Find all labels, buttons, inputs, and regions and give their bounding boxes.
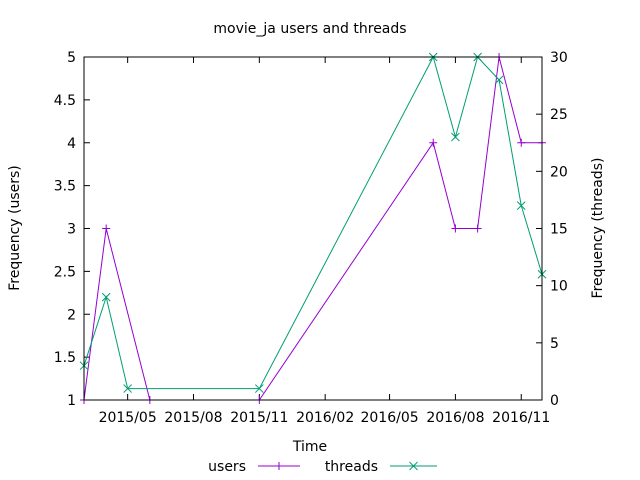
chart-title: movie_ja users and threads: [213, 21, 406, 37]
point-threads: [451, 132, 460, 142]
legend-marker-users: [275, 462, 283, 470]
y-right-tick-label: 30: [550, 50, 568, 66]
x-tick-label: 2016/05: [360, 410, 418, 426]
y-left-tick-label: 4.5: [54, 93, 76, 109]
legend-label-threads: threads: [325, 459, 378, 475]
point-threads: [254, 384, 264, 393]
legend: users threads: [208, 459, 437, 475]
y-right-tick-label: 5: [550, 336, 559, 352]
point-users: [102, 224, 111, 233]
point-threads: [123, 384, 133, 393]
y-axis-label-right: Frequency (threads): [590, 158, 606, 299]
y-left-tick-label: 2.5: [54, 264, 76, 280]
series-line-users: [83, 56, 542, 401]
x-tick-label: 2016/02: [296, 410, 354, 426]
series-line-threads: [83, 55, 543, 390]
series-threads: [79, 52, 547, 393]
legend-marker-threads: [409, 461, 418, 471]
point-users: [429, 138, 438, 147]
plot-frame: [83, 56, 543, 401]
y-left-tick-label: 1.5: [54, 350, 76, 366]
y-left-tick-label: 3.5: [54, 179, 76, 195]
y-right-tick-label: 15: [550, 222, 568, 238]
point-users: [517, 138, 526, 147]
series-layer: [79, 52, 547, 404]
y-right-tick-label: 25: [550, 107, 568, 123]
point-threads: [516, 201, 526, 210]
series-users: [80, 53, 546, 404]
y-axis-label-left: Frequency (users): [7, 165, 23, 291]
point-threads: [101, 292, 111, 302]
point-users: [451, 224, 460, 233]
y-left-tick-label: 4: [67, 136, 76, 152]
y-right-tick-label: 0: [550, 393, 559, 409]
y-right-tick-label: 10: [550, 279, 568, 295]
x-axis-label: Time: [292, 439, 327, 455]
point-threads: [494, 75, 504, 85]
y-left-tick-label: 1: [67, 393, 76, 409]
x-tick-label: 2015/05: [99, 410, 157, 426]
legend-label-users: users: [208, 459, 246, 475]
x-tick-label: 2015/08: [164, 410, 222, 426]
x-tick-label: 2016/11: [492, 410, 550, 426]
y-left-tick-label: 5: [67, 50, 76, 66]
axes: 1 1.5 2 2.5 3 3.5 4 4.5 5 0 5 10 15 20 25 30 2015/05 2015…: [54, 50, 568, 426]
y-right-tick-label: 20: [550, 164, 568, 180]
y-left-tick-label: 2: [67, 307, 76, 323]
point-users: [473, 224, 482, 233]
x-tick-label: 2015/11: [230, 410, 288, 426]
y-left-tick-label: 3: [67, 222, 76, 238]
x-tick-label: 2016/08: [426, 410, 484, 426]
